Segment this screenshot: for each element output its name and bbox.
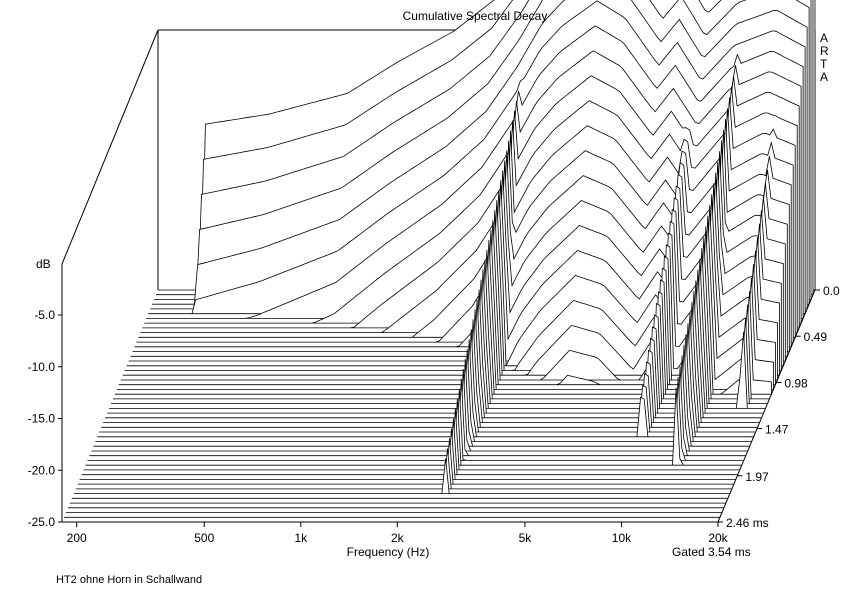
software-letter-1: A (820, 31, 828, 45)
decay-slice (75, 448, 732, 490)
y-tick-label: -15.0 (28, 412, 56, 426)
decay-slice (79, 428, 736, 480)
y-axis-unit: dB (36, 257, 51, 271)
time-axis-edge (717, 289, 816, 523)
x-tick-label: 5k (519, 531, 533, 545)
y-tick-label: -25.0 (28, 515, 56, 529)
x-tick-label: 1k (294, 531, 308, 545)
chart-caption: HT2 ohne Horn in Schallwand (56, 574, 203, 586)
x-tick-label: 10k (612, 531, 632, 545)
x-axis-label: Frequency (Hz) (347, 545, 430, 559)
x-tick-label: 500 (194, 531, 214, 545)
chart-title: Cumulative Spectral Decay (403, 9, 548, 23)
decay-slices (62, 0, 816, 523)
software-letter-4: A (820, 70, 828, 84)
time-tick-label: 1.47 (765, 423, 789, 437)
time-tick-label: 1.97 (745, 470, 769, 484)
chart-labels: Cumulative Spectral Decay Frequency (Hz)… (36, 9, 829, 559)
software-letter-3: T (820, 57, 828, 71)
decay-slice (85, 387, 742, 466)
top-left-edge (61, 29, 159, 265)
software-letter-2: R (820, 44, 829, 58)
y-tick-label: -10.0 (28, 360, 56, 374)
decay-slice (73, 458, 730, 494)
y-tick-label: -20.0 (28, 463, 56, 477)
decay-slice (126, 161, 784, 367)
x-tick-label: 200 (67, 531, 87, 545)
decay-slice (83, 408, 740, 471)
decay-slice (77, 438, 734, 485)
axis-ticks: -5.0 -10.0 -15.0 -20.0 -25.0 200 500 1k 2k 5k 10k 2… (28, 284, 840, 545)
decay-slice (81, 418, 738, 476)
y-tick-label: -5.0 (34, 308, 55, 322)
x-tick-label: 2k (391, 531, 405, 545)
gate-label: Gated 3.54 ms (672, 545, 751, 559)
time-tick-label: 0.0 (823, 284, 840, 298)
x-tick-label: 20k (708, 531, 728, 545)
time-tick-label: 0.49 (804, 330, 828, 344)
time-tick-label: 0.98 (784, 376, 808, 390)
time-tick-label: 2.46 ms (726, 516, 769, 530)
